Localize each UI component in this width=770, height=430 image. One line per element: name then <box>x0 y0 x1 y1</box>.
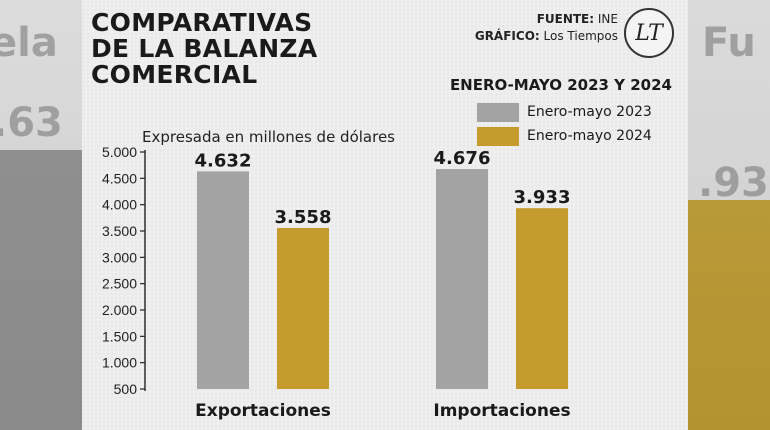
legend-label-2024: Enero-mayo 2024 <box>527 128 652 144</box>
source-credit: FUENTE: INE <box>537 12 618 26</box>
bar-value-label: 3.933 <box>514 187 571 208</box>
bar-value-label: 4.676 <box>434 148 491 169</box>
y-tick-label: 4.000 <box>102 197 137 213</box>
los-tiempos-logo: LT <box>624 8 674 58</box>
bar-value-label: 3.558 <box>275 207 332 228</box>
legend-swatch-2023 <box>477 102 519 122</box>
background-right-panel: Fu .93 <box>688 0 770 430</box>
background-ghost-text: Fu <box>702 20 756 66</box>
bar-value-label: 4.632 <box>195 150 252 171</box>
source-label: FUENTE: <box>536 12 595 26</box>
y-tick-label: 2.500 <box>102 276 137 292</box>
y-tick-label: 500 <box>114 381 138 397</box>
bar <box>516 208 568 389</box>
title-line-3: COMERCIAL <box>91 60 258 89</box>
legend-item-2023: Enero-mayo 2023 <box>477 101 652 123</box>
y-tick-label: 5.000 <box>102 144 137 160</box>
y-tick-label: 4.500 <box>102 170 137 186</box>
bar-chart: 5.000 4.500 4.000 3.500 3.000 2.500 2.000 1.500… <box>102 144 571 421</box>
x-category-label: Exportaciones <box>195 401 331 421</box>
title-line-1: COMPARATIVAS <box>91 8 313 37</box>
background-ghost-text: .63 <box>0 100 63 146</box>
period-label: ENERO-MAYO 2023 Y 2024 <box>449 76 672 94</box>
y-tick-label: 3.000 <box>102 249 137 265</box>
graphic-value: Los Tiempos <box>543 29 618 43</box>
bar <box>436 169 488 389</box>
graphic-credit: GRÁFICO: Los Tiempos <box>475 29 618 43</box>
title-line-2: DE LA BALANZA <box>91 34 318 63</box>
graphic-label: GRÁFICO: <box>474 29 540 43</box>
x-category-label: Importaciones <box>433 401 570 421</box>
background-ghost-text: ela <box>0 20 58 66</box>
infographic-card: COMPARATIVAS DE LA BALANZA COMERCIAL FUE… <box>82 0 688 430</box>
chart-title: COMPARATIVAS DE LA BALANZA COMERCIAL <box>91 10 351 88</box>
background-left-panel: ela .63 <box>0 0 82 430</box>
bar <box>277 227 329 389</box>
y-tick-label: 3.500 <box>102 223 137 239</box>
y-tick-label: 1.500 <box>102 328 137 344</box>
background-ghost-text: .93 <box>698 160 769 206</box>
source-value: INE <box>597 12 618 26</box>
legend-item-2024: Enero-mayo 2024 <box>477 125 652 147</box>
legend-label-2023: Enero-mayo 2023 <box>527 104 652 120</box>
bar <box>197 171 249 389</box>
chart-subtitle: Expresada en millones de dólares <box>142 128 396 146</box>
y-tick-label: 1.000 <box>102 355 137 371</box>
legend-swatch-2024 <box>477 126 519 146</box>
y-tick-label: 2.000 <box>102 302 137 318</box>
